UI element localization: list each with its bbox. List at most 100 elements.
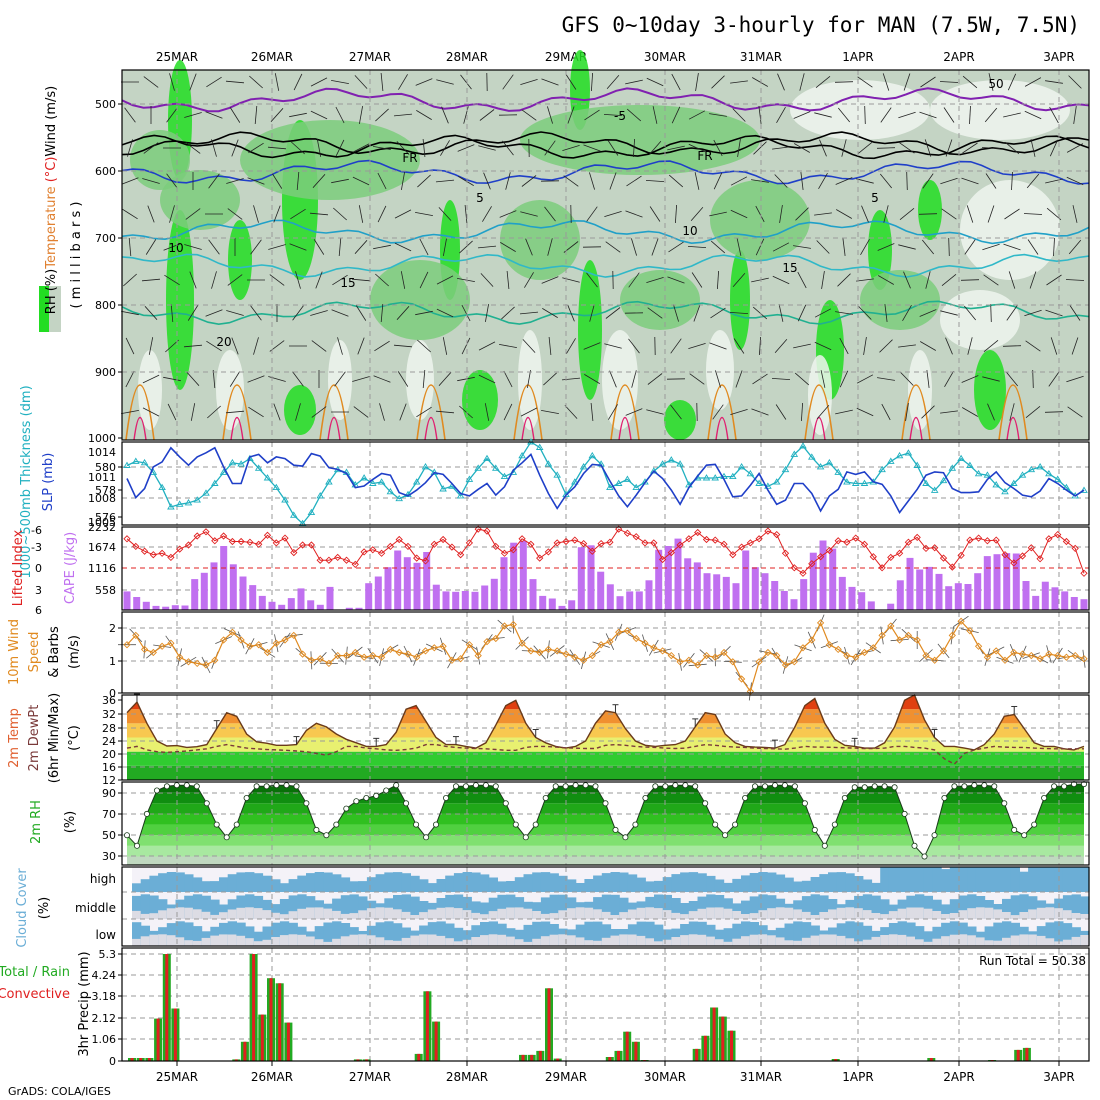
wind-speed-point [395,648,403,657]
cloud-bar [210,914,220,919]
warm-contour [416,384,446,441]
axis-label-part: 10m Wind [7,619,22,685]
li-point [571,536,579,544]
wind-barb [311,340,327,352]
wind-barb [1045,80,1063,84]
y-tick-label: 500 [95,98,116,111]
wind-barb [541,78,559,86]
wind-barb [479,109,495,121]
precip-convective-bar [547,988,551,1061]
temp-ylabel: 2m DewPt [27,705,42,772]
temp-ylabel: (°C) [67,725,82,751]
wind-barb [483,172,491,190]
cloud-bar [654,908,664,919]
cloud-bar [140,936,150,946]
rh-point [1031,821,1038,828]
cape-bar [964,584,972,610]
wind-barb [1053,237,1055,257]
li-point [1018,552,1027,560]
wind-barb [693,304,701,322]
wind-barb [163,376,181,382]
cloud-bar [210,881,220,892]
cape-bar [742,550,750,610]
y-tick-label: 70 [102,808,116,821]
cloud-bar [732,923,742,946]
cloud-bar [714,907,725,919]
rh-region [228,220,252,300]
contour-label: 10 [168,241,183,255]
cloud-bar [140,913,150,919]
cloud-bar [401,927,411,946]
cloud-bar [915,867,925,892]
temperature-contour [121,253,1090,278]
cloud-bar [332,938,342,946]
cloud-bar [1002,937,1012,946]
cloud-bar [854,941,864,946]
cloud-bar [288,895,298,919]
rh-region [602,330,638,430]
panel-frame [121,526,1090,611]
rh-point [632,821,639,828]
wind-barb [459,405,473,419]
li-tick-label: -3 [31,541,42,554]
cloud-bar [1036,907,1047,919]
li-point [588,547,596,555]
thickness-point [895,451,904,459]
wind-barb [882,73,890,91]
cloud-bar [419,901,429,919]
cloud-bar [192,940,203,946]
rh-point [482,782,489,789]
cloud-bar [775,907,786,919]
cloud-bar [671,937,681,946]
wind-barb [415,310,433,316]
cloud-bar [706,936,716,946]
thickness-line [126,441,1085,525]
rh-point [502,800,509,807]
wind-barb [1025,340,1041,352]
cape-bar [974,573,982,610]
thickness-point [184,499,193,506]
cloud-bar [132,910,142,919]
wind-barb [732,108,746,122]
wind-barb [983,339,999,353]
wind-barb [337,337,343,355]
precip-convective-bar [695,1048,699,1061]
cloud-bar [897,867,907,892]
date-label-top: 28MAR [446,50,488,64]
thickness-point [132,457,140,464]
cloud-bar [723,941,733,946]
cloud-bar [532,921,542,946]
wind-barb [709,342,727,350]
wind-barb [860,239,870,255]
precip-convective-bar [703,1035,707,1061]
li-tick-label: 6 [35,604,42,617]
wind-barb [590,402,594,422]
contour-label: -5 [614,109,626,123]
thickness-point [1045,469,1053,477]
wind-barb [1073,106,1077,124]
wind-speed-point [694,661,702,669]
wind-barb [208,173,220,189]
contour-label: 15 [340,276,355,290]
thickness-point [606,483,614,491]
panel-frame [121,947,1090,1062]
warm-contour [133,417,147,441]
wind-barb [313,239,325,255]
cloud-bar [166,935,177,946]
wind-barb [248,406,264,418]
cloud-bar [480,874,490,892]
cloud-bar [236,907,246,919]
cloud-bar [445,923,455,946]
cloud-bar [297,875,307,892]
wind-barb [142,374,160,384]
wind-barb [730,209,748,219]
cape-bar [655,549,663,610]
wind-barb [1071,337,1079,355]
precip-convective-bar [173,1008,177,1061]
cape-bar [529,579,537,610]
cloud-bar [332,898,342,919]
wind-speed-point [544,645,553,654]
thickness-point [395,494,403,502]
cape-bar [1061,591,1069,610]
